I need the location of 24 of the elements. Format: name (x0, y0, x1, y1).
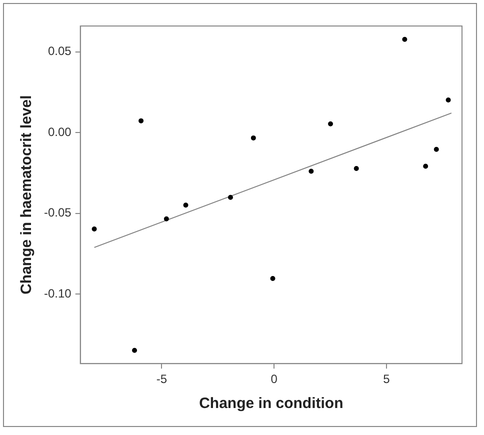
point (270, 276, 276, 281)
point (354, 166, 359, 171)
point (328, 121, 334, 126)
y-tick-label: -0.10 (44, 286, 72, 300)
point (164, 216, 169, 222)
point (132, 348, 138, 353)
point (423, 164, 428, 169)
x-axis-title: Change in condition (199, 395, 344, 412)
y-tick-label: 0.00 (48, 124, 72, 139)
y-tick-label: -0.05 (44, 206, 72, 220)
point (446, 97, 451, 102)
x-tick-label: 0 (270, 372, 278, 386)
x-tick-label: -5 (156, 372, 168, 386)
point (402, 36, 408, 42)
x-tick-label: 5 (383, 372, 390, 386)
point (308, 168, 314, 174)
y-tick-label: 0.05 (48, 44, 72, 58)
point (434, 146, 439, 152)
point (250, 135, 256, 140)
y-axis-title: Change in haematocrit level (18, 95, 36, 294)
point (138, 118, 144, 124)
point (183, 202, 188, 208)
point (92, 226, 97, 232)
point (228, 194, 233, 200)
